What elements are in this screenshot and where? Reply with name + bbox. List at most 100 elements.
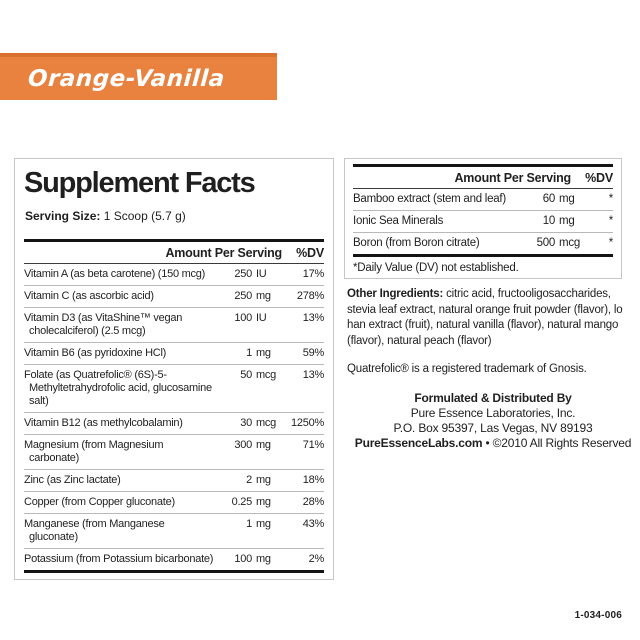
nutrient-dv: 18%: [302, 474, 325, 486]
supplement-facts-panel: Supplement Facts Serving Size: 1 Scoop (…: [14, 158, 334, 580]
nutrient-amount-value: 250: [234, 268, 252, 280]
nutrient-row: Zinc (as Zinc lactate) 2 mg 18%: [24, 469, 324, 491]
nutrient-row: Vitamin D3 (as VitaShine™ vegan cholecal…: [24, 307, 324, 342]
nutrient-amount-value: 10: [542, 215, 556, 227]
nutrient-amount-unit: IU: [256, 312, 267, 324]
nutrient-amount-unit: mg: [256, 518, 271, 530]
nutrient-row: Vitamin A (as beta carotene) (150 mcg) 2…: [24, 264, 324, 285]
rights-text: • ©2010 All Rights Reserved: [482, 435, 632, 450]
thick-rule-bottom: [24, 570, 324, 573]
trademark-note: Quatrefolic® is a registered trademark o…: [347, 363, 587, 375]
nutrient-name: Folate (as Quatrefolic® (6S)-5-Methyltet…: [24, 369, 212, 407]
nutrient-name: Potassium (from Potassium bicarbonate): [24, 553, 214, 565]
nutrient-name: Ionic Sea Minerals: [353, 215, 444, 227]
nutrient-row: Bamboo extract (stem and leaf) 60 mg *: [353, 189, 613, 210]
product-code: 1-034-006: [574, 610, 622, 621]
other-ingredients-text: citric acid, fructooligosaccharides, ste…: [347, 288, 623, 347]
distributor-block: Formulated & Distributed By Pure Essence…: [347, 391, 639, 451]
thick-rule-top: [24, 239, 324, 242]
nutrient-dv: 43%: [302, 518, 325, 530]
nutrient-name: Vitamin C (as ascorbic acid): [24, 290, 154, 302]
nutrient-dv: 59%: [302, 347, 325, 359]
nutrient-dv: 28%: [302, 496, 325, 508]
nutrient-row: Vitamin B6 (as pyridoxine HCl) 1 mg 59%: [24, 342, 324, 364]
nutrient-name: Vitamin B6 (as pyridoxine HCl): [24, 347, 167, 359]
nutrient-row: Boron (from Boron citrate) 500 mcg *: [353, 232, 613, 254]
nutrient-name: Bamboo extract (stem and leaf): [353, 193, 506, 205]
nutrient-dv: 71%: [302, 439, 325, 451]
banner-body: Orange-Vanilla: [0, 57, 277, 100]
nutrient-dv: 1250%: [290, 417, 324, 429]
nutrient-name: Vitamin B12 (as methylcobalamin): [24, 417, 183, 429]
nutrient-dv: 13%: [302, 312, 325, 324]
secondary-facts-table: Bamboo extract (stem and leaf) 60 mg * I…: [353, 189, 613, 254]
dv-footnote: *Daily Value (DV) not established.: [353, 262, 519, 274]
website-text: PureEssenceLabs.com: [354, 435, 483, 450]
nutrient-amount-unit: mg: [256, 474, 271, 486]
nutrient-amount-value: 2: [246, 474, 252, 486]
nutrient-dv: 2%: [308, 553, 325, 565]
website-line: PureEssenceLabs.com • ©2010 All Rights R…: [347, 436, 639, 451]
nutrient-row: Vitamin C (as ascorbic acid) 250 mg 278%: [24, 285, 324, 307]
nutrient-amount-value: 100: [234, 553, 252, 565]
nutrient-amount-unit: mg: [559, 215, 575, 227]
nutrient-amount-unit: mcg: [256, 417, 277, 429]
nutrient-amount-value: 0.25: [231, 496, 253, 508]
nutrient-row: Copper (from Copper gluconate) 0.25 mg 2…: [24, 491, 324, 513]
nutrient-amount-value: 250: [234, 290, 252, 302]
secondary-facts-panel: Amount Per Serving %DV Bamboo extract (s…: [344, 158, 622, 279]
nutrient-amount-value: 50: [240, 369, 252, 381]
nutrient-amount-unit: mg: [256, 553, 271, 565]
dv-column-label: %DV: [585, 171, 613, 185]
serving-size: Serving Size: 1 Scoop (5.7 g): [25, 209, 324, 223]
nutrient-amount-unit: mg: [256, 496, 271, 508]
other-ingredients: Other Ingredients: citric acid, fructool…: [347, 287, 639, 349]
thick-rule-top-secondary: [353, 164, 613, 167]
nutrient-amount-unit: mg: [559, 193, 575, 205]
flavor-name: Orange-Vanilla: [27, 65, 226, 92]
nutrient-row: Magnesium (from Magnesium carbonate) 300…: [24, 434, 324, 469]
nutrient-amount-value: 1: [246, 518, 252, 530]
nutrient-amount-value: 500: [536, 237, 556, 249]
nutrient-amount-unit: mg: [256, 439, 271, 451]
nutrient-dv: 13%: [302, 369, 325, 381]
secondary-column-header: Amount Per Serving %DV: [353, 167, 613, 189]
nutrient-row: Manganese (from Manganese gluconate) 1 m…: [24, 513, 324, 548]
nutrient-dv: 17%: [302, 268, 325, 280]
nutrient-amount-value: 300: [234, 439, 252, 451]
nutrient-name: Boron (from Boron citrate): [353, 237, 480, 249]
nutrient-amount-unit: mg: [256, 347, 271, 359]
nutrient-row: Ionic Sea Minerals 10 mg *: [353, 210, 613, 232]
nutrient-amount-value: 30: [240, 417, 252, 429]
company-address: P.O. Box 95397, Las Vegas, NV 89193: [393, 420, 593, 435]
nutrient-row: Folate (as Quatrefolic® (6S)-5-Methyltet…: [24, 364, 324, 412]
nutrient-dv: *: [608, 237, 613, 249]
nutrient-dv: *: [608, 193, 613, 205]
nutrient-name: Vitamin D3 (as VitaShine™ vegan cholecal…: [24, 312, 183, 337]
nutrient-name: Vitamin A (as beta carotene) (150 mcg): [24, 268, 206, 280]
dv-column-label: %DV: [296, 246, 324, 260]
nutrient-amount-unit: IU: [256, 268, 267, 280]
nutrient-row: Potassium (from Potassium bicarbonate) 1…: [24, 548, 324, 570]
company-name: Pure Essence Laboratories, Inc.: [410, 405, 576, 420]
serving-size-value: 1 Scoop (5.7 g): [103, 209, 186, 223]
serving-size-label: Serving Size:: [25, 209, 101, 223]
facts-column-header: Amount Per Serving %DV: [24, 242, 324, 264]
nutrient-name: Copper (from Copper gluconate): [24, 496, 175, 508]
nutrient-amount-value: 1: [246, 347, 252, 359]
banner-top-edge: [0, 53, 277, 57]
facts-table: Vitamin A (as beta carotene) (150 mcg) 2…: [24, 264, 324, 570]
nutrient-dv: 278%: [296, 290, 324, 302]
nutrient-amount-value: 100: [234, 312, 252, 324]
nutrient-name: Zinc (as Zinc lactate): [24, 474, 121, 486]
nutrient-amount-unit: mg: [256, 290, 271, 302]
nutrient-row: Vitamin B12 (as methylcobalamin) 30 mcg …: [24, 412, 324, 434]
other-ingredients-label: Other Ingredients:: [347, 288, 444, 300]
amount-column-label: Amount Per Serving: [454, 171, 571, 185]
panel-title: Supplement Facts: [24, 167, 256, 199]
right-column: Other Ingredients: citric acid, fructool…: [347, 287, 639, 451]
nutrient-name: Manganese (from Manganese gluconate): [24, 518, 165, 543]
nutrient-dv: *: [608, 215, 613, 227]
amount-column-label: Amount Per Serving: [165, 246, 282, 260]
nutrient-name: Magnesium (from Magnesium carbonate): [24, 439, 164, 464]
